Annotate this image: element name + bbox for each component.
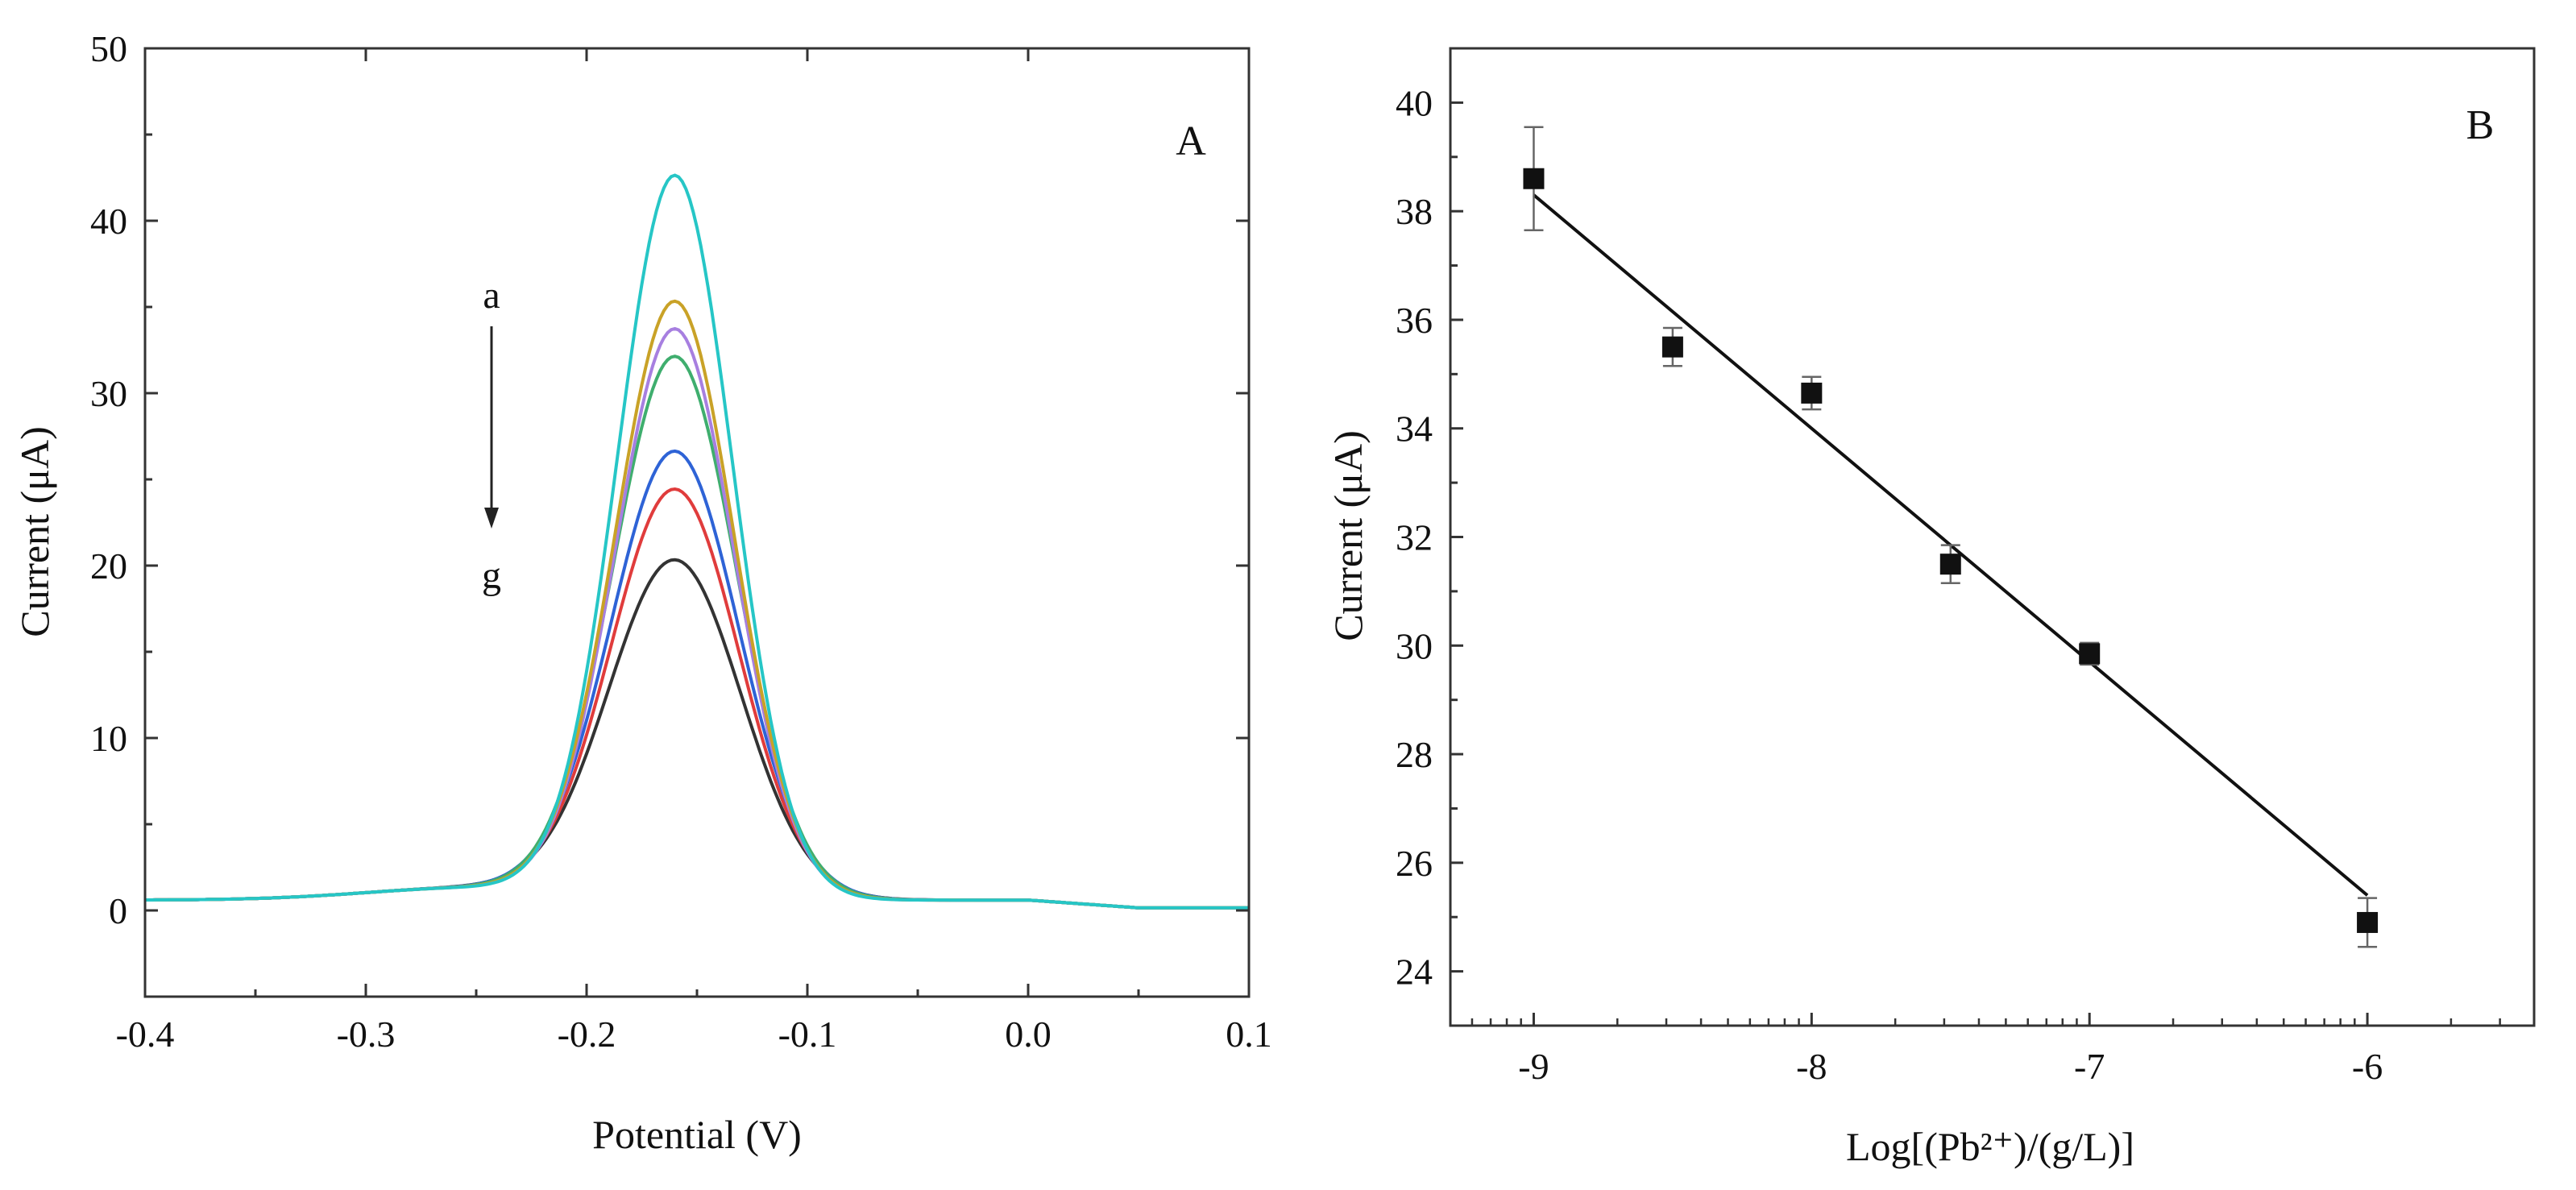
y-tick-label: 10 [90, 718, 127, 759]
arrow-label-start: a [483, 274, 500, 317]
y-tick-label: 24 [1396, 952, 1433, 993]
y-tick-label: 28 [1396, 734, 1433, 775]
x-tick-label: -0.4 [116, 1014, 175, 1055]
data-point [1939, 554, 1961, 575]
y-tick-label: 32 [1396, 517, 1433, 558]
series-line-e [145, 449, 1249, 910]
series-line-a [145, 173, 1249, 910]
data-point [1801, 382, 1823, 404]
data-point [2079, 643, 2101, 665]
panel-b-marks [1523, 126, 2379, 948]
series-line-c [145, 326, 1249, 910]
x-tick-label: -7 [2074, 1046, 2105, 1087]
panel-a-plot-frame [143, 47, 1251, 998]
panel-b-ticks: -9 -8 -7 -6 24 26 28 30 32 34 36 38 40 [1396, 82, 2501, 1087]
y-tick-label: 40 [90, 201, 127, 242]
y-tick-label: 30 [90, 373, 127, 414]
x-tick-label: -0.1 [778, 1014, 837, 1055]
x-tick-label: 0.0 [1005, 1014, 1052, 1055]
y-tick-label: 30 [1396, 625, 1433, 666]
panel-b-letter: B [2466, 102, 2495, 148]
series-line-d [145, 355, 1249, 910]
chart-panel-b: -9 -8 -7 -6 24 26 28 30 32 34 36 38 40 B Log[(Pb²⁺)/… [1325, 47, 2536, 1169]
x-tick-label: -6 [2352, 1046, 2383, 1087]
panel-b-x-axis-label: Log[(Pb²⁺)/(g/L)] [1846, 1124, 2134, 1169]
data-point [1661, 336, 1683, 358]
y-tick-label: 40 [1396, 82, 1433, 123]
panel-b-y-axis-label: Current (μA) [1325, 430, 1371, 641]
x-tick-label: 0.1 [1226, 1014, 1272, 1055]
panel-a-x-axis-label: Potential (V) [592, 1112, 802, 1157]
concentration-arrow-head [484, 508, 499, 529]
y-tick-label: 36 [1396, 300, 1433, 341]
panel-a-y-axis-label: Current (μA) [12, 426, 57, 636]
y-tick-label: 0 [109, 890, 127, 931]
panel-a-letter: A [1176, 118, 1206, 164]
x-tick-label: -8 [1796, 1046, 1827, 1087]
x-tick-label: -0.2 [558, 1014, 616, 1055]
x-tick-label: -9 [1518, 1046, 1549, 1087]
arrow-label-end: g [482, 554, 501, 597]
y-tick-label: 38 [1396, 191, 1433, 232]
y-tick-label: 20 [90, 545, 127, 587]
series-line-f [145, 487, 1249, 910]
panel-a-ticks: -0.4 -0.3 -0.2 -0.1 0.0 0.1 0 10 20 30 40 50 [90, 28, 1272, 1055]
y-tick-label: 50 [90, 28, 127, 69]
data-point [1523, 168, 1545, 189]
y-tick-label: 26 [1396, 843, 1433, 884]
x-tick-label: -0.3 [337, 1014, 396, 1055]
panel-b-plot-frame [1449, 47, 2536, 1027]
panel-a-marks [145, 173, 1249, 910]
data-point [2357, 911, 2379, 933]
series-line-g [145, 558, 1249, 910]
y-tick-label: 34 [1396, 408, 1433, 450]
